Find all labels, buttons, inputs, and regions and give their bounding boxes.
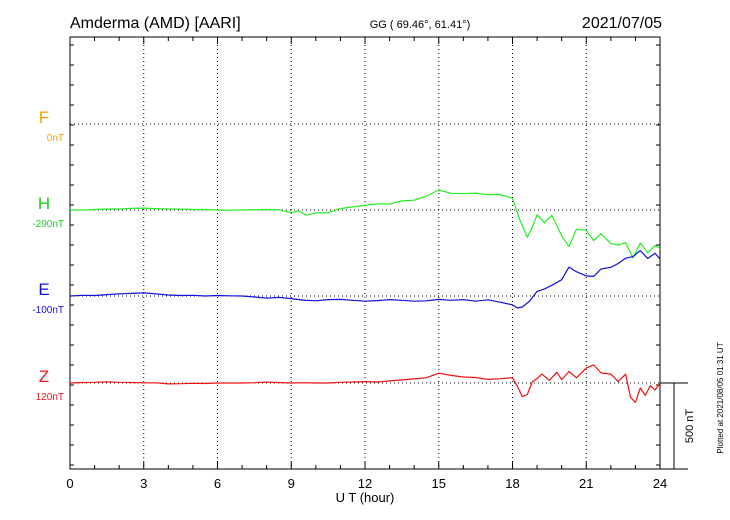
grid: [70, 37, 660, 469]
series-name-e: E: [38, 280, 49, 299]
series-baseline-f: 0nT: [47, 133, 64, 144]
series-line-z: [69, 364, 661, 403]
x-axis-label: U T (hour): [336, 490, 395, 505]
series-baseline-e: -100nT: [32, 305, 64, 316]
x-tick-label: 3: [140, 476, 147, 491]
x-tick-label: 6: [214, 476, 221, 491]
series-baseline-h: -290nT: [32, 219, 64, 230]
plotted-timestamp: Plotted at 2021/08/05 01:31 UT: [716, 342, 725, 453]
series-baseline-z: 120nT: [36, 392, 64, 403]
x-tick-label: 18: [505, 476, 519, 491]
station-title: Amderma (AMD) [AARI]: [70, 15, 241, 32]
x-tick-label: 0: [66, 476, 73, 491]
series-line-e: [69, 250, 661, 309]
series-name-f: F: [39, 108, 49, 127]
series-line-h: [70, 189, 661, 259]
scale-bar: 500 nT: [660, 382, 696, 470]
x-tick-label: 9: [288, 476, 295, 491]
series-name-z: Z: [39, 367, 49, 386]
geo-coordinates: GG ( 69.46°, 61.41°): [370, 19, 471, 31]
series-labels: F 0nT H -290nT E -100nT Z 120nT: [32, 108, 64, 403]
series-name-h: H: [38, 194, 50, 213]
series-lines: [69, 189, 661, 403]
scale-bar-label: 500 nT: [684, 409, 696, 444]
x-ticks: 0 3 6 9 12 15 18 21 24: [66, 37, 667, 491]
x-tick-label: 24: [653, 476, 667, 491]
x-tick-label: 15: [432, 476, 446, 491]
date-label: 2021/07/05: [582, 15, 662, 32]
x-tick-label: 21: [579, 476, 593, 491]
x-tick-label: 12: [358, 476, 372, 491]
